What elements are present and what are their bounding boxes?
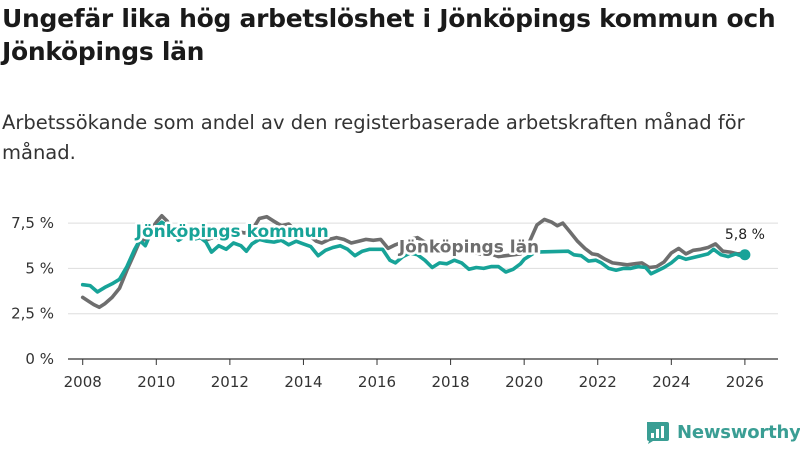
newsworthy-chart-icon: [647, 422, 669, 444]
x-tick-label: 2020: [505, 373, 543, 391]
x-tick-label: 2026: [726, 373, 764, 391]
kommun-end-point: [739, 249, 751, 261]
end-value-label: 5,8 %: [725, 227, 765, 243]
x-tick-label: 2010: [137, 373, 175, 391]
kommun-series-label: Jönköpings kommun: [135, 222, 329, 242]
kommun-line: [80, 220, 747, 294]
x-tick-label: 2014: [284, 373, 322, 391]
series-labels: Jönköpings kommun Jönköpings län 5,8 %: [132, 220, 765, 261]
x-tick-label: 2022: [579, 373, 617, 391]
lan-line: [80, 214, 747, 310]
newsworthy-wordmark: Newsworthy: [677, 421, 800, 443]
y-tick-label: 0 %: [25, 350, 54, 368]
axis-ticks: 0 % 2,5 % 5 % 7,5 % 2008 2010 2012 2014 2016 2018…: [11, 214, 764, 391]
gridlines: [68, 222, 778, 360]
y-tick-label: 2,5 %: [11, 305, 54, 323]
lan-series-label: Jönköpings län: [398, 238, 539, 258]
line-chart: 0 % 2,5 % 5 % 7,5 % 2008 2010 2012 2014 2016 2018…: [11, 214, 778, 391]
newsworthy-logo: Newsworthy: [645, 420, 800, 444]
chart-title: Ungefär lika hög arbetslöshet i Jönköpin…: [2, 4, 776, 66]
x-tick-label: 2008: [64, 373, 102, 391]
x-tick-label: 2024: [652, 373, 690, 391]
series-lines: [80, 214, 747, 310]
x-tick-label: 2018: [431, 373, 469, 391]
y-tick-label: 7,5 %: [11, 214, 54, 232]
y-tick-label: 5 %: [25, 259, 54, 277]
chart-subtitle: Arbetssökande som andel av den registerb…: [2, 111, 745, 164]
x-tick-label: 2012: [211, 373, 249, 391]
x-tick-label: 2016: [358, 373, 396, 391]
